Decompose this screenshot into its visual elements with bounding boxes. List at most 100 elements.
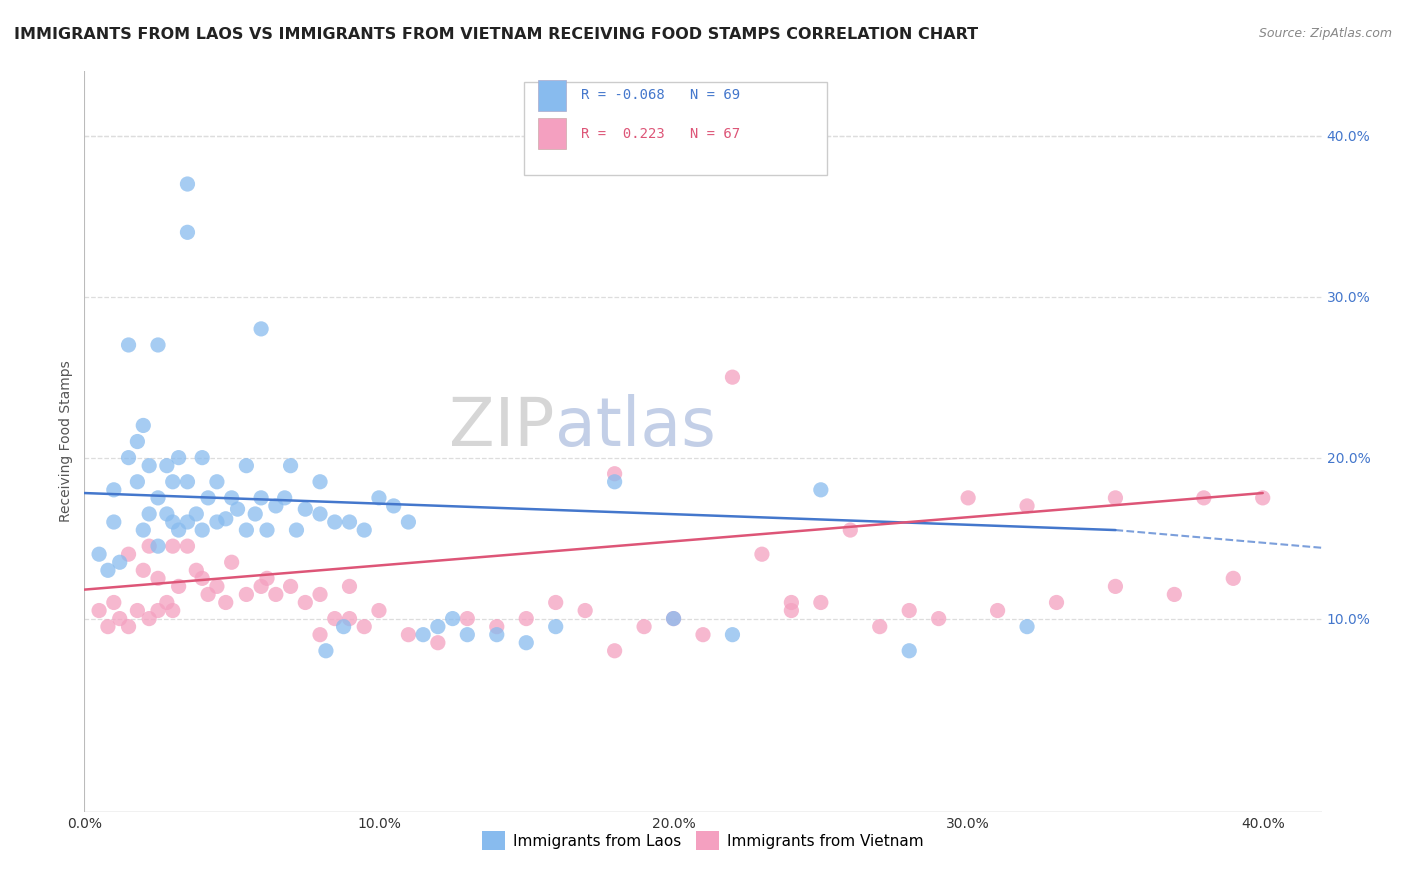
Point (256, 571, 278, 585)
Point (87, 603, 110, 617)
Point (721, 370, 744, 384)
Point (485, 619, 508, 633)
Point (162, 539, 184, 553)
Point (721, 628, 744, 642)
Point (127, 434, 149, 449)
Point (928, 611, 950, 625)
Point (127, 475, 149, 489)
Point (692, 628, 714, 642)
Point (215, 512, 238, 526)
Point (382, 499, 405, 513)
Point (353, 619, 375, 633)
Point (215, 595, 238, 609)
Point (156, 507, 179, 521)
Point (544, 619, 567, 633)
Point (103, 515, 125, 529)
Point (191, 450, 214, 465)
Text: atlas: atlas (554, 393, 716, 459)
Point (339, 515, 361, 529)
Point (339, 579, 361, 593)
Point (662, 611, 685, 625)
Point (662, 611, 685, 625)
Point (426, 636, 449, 650)
Text: ZIP: ZIP (449, 393, 554, 459)
Point (132, 418, 155, 433)
Point (412, 628, 434, 642)
FancyBboxPatch shape (523, 82, 827, 175)
Text: R =  0.223   N = 67: R = 0.223 N = 67 (581, 127, 740, 141)
Point (250, 322, 273, 336)
Point (368, 491, 391, 505)
Point (108, 611, 131, 625)
Point (1222, 571, 1244, 585)
Legend: Immigrants from Laos, Immigrants from Vietnam: Immigrants from Laos, Immigrants from Vi… (477, 825, 929, 856)
Point (97, 563, 120, 577)
Point (285, 523, 308, 537)
Point (235, 587, 257, 601)
Point (226, 502, 249, 516)
Point (117, 450, 139, 465)
Point (167, 523, 190, 537)
Point (515, 611, 537, 625)
Point (1192, 491, 1215, 505)
Point (957, 491, 980, 505)
Point (456, 611, 478, 625)
Point (256, 523, 278, 537)
Point (103, 483, 125, 497)
Point (117, 338, 139, 352)
Point (205, 475, 228, 489)
Point (97, 619, 120, 633)
Point (264, 499, 287, 513)
Point (205, 515, 228, 529)
Point (309, 628, 332, 642)
FancyBboxPatch shape (538, 79, 565, 111)
Text: Source: ZipAtlas.com: Source: ZipAtlas.com (1258, 27, 1392, 40)
Point (156, 595, 179, 609)
Point (456, 628, 478, 642)
Point (176, 177, 198, 191)
Point (186, 507, 208, 521)
Point (162, 515, 184, 529)
Point (780, 603, 803, 617)
Point (132, 523, 155, 537)
Point (117, 547, 139, 561)
Point (603, 467, 626, 481)
Point (294, 595, 316, 609)
Point (146, 571, 169, 585)
Point (780, 595, 803, 609)
FancyBboxPatch shape (538, 118, 565, 149)
Point (146, 491, 169, 505)
Point (146, 539, 169, 553)
Point (485, 628, 508, 642)
Point (810, 595, 832, 609)
Point (309, 475, 332, 489)
Point (191, 523, 214, 537)
Point (898, 644, 921, 658)
Point (221, 555, 243, 569)
Point (186, 563, 208, 577)
Point (273, 491, 295, 505)
Point (1251, 491, 1274, 505)
Point (197, 587, 219, 601)
Point (87, 547, 110, 561)
Point (898, 603, 921, 617)
Point (280, 458, 302, 473)
Point (396, 515, 419, 529)
Point (138, 611, 160, 625)
Point (294, 502, 316, 516)
Point (127, 603, 149, 617)
Point (810, 483, 832, 497)
Point (869, 619, 891, 633)
Point (162, 603, 184, 617)
Point (250, 579, 273, 593)
Point (280, 579, 302, 593)
Point (103, 595, 125, 609)
Point (138, 507, 160, 521)
Point (108, 555, 131, 569)
Point (309, 507, 332, 521)
Point (368, 603, 391, 617)
Point (839, 523, 862, 537)
Point (138, 458, 160, 473)
Point (633, 619, 655, 633)
Point (205, 579, 228, 593)
